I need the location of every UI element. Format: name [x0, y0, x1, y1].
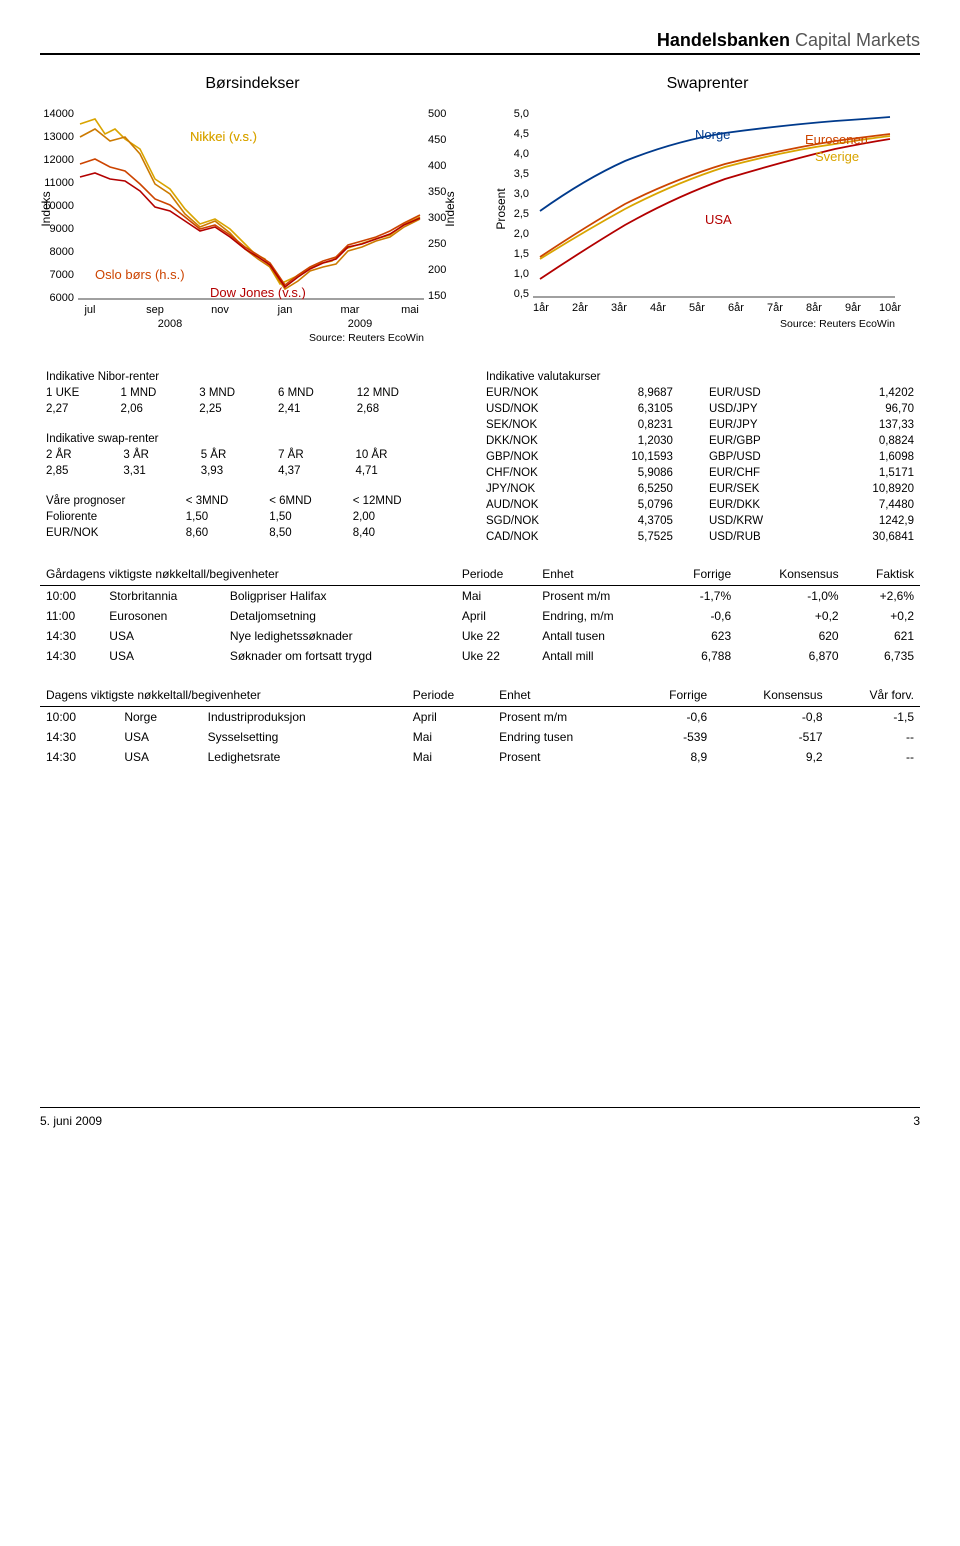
- table-row: 14:30USANye ledighetssøknaderUke 22Antal…: [40, 626, 920, 646]
- swap-table: Indikative swap-renter 2 ÅR 3 ÅR 5 ÅR 7 …: [40, 431, 440, 479]
- svg-text:Indeks: Indeks: [443, 191, 457, 226]
- svg-text:14000: 14000: [43, 108, 74, 120]
- events1-title: Gårdagens viktigste nøkkeltall/begivenhe…: [40, 563, 456, 586]
- table-row: SEK/NOK0,8231EUR/JPY137,33: [480, 417, 920, 433]
- svg-text:1,5: 1,5: [514, 248, 529, 260]
- nibor-table: Indikative Nibor-renter 1 UKE 1 MND 3 MN…: [40, 369, 440, 417]
- table-row: DKK/NOK1,2030EUR/GBP0,8824: [480, 433, 920, 449]
- svg-text:1år: 1år: [533, 302, 549, 314]
- svg-text:Source: Reuters EcoWin: Source: Reuters EcoWin: [309, 332, 424, 344]
- svg-text:250: 250: [428, 238, 446, 250]
- table-row: CAD/NOK5,7525USD/RUB30,6841: [480, 529, 920, 545]
- svg-text:Norge: Norge: [695, 127, 730, 142]
- svg-text:13000: 13000: [43, 131, 74, 143]
- svg-text:2år: 2år: [572, 302, 588, 314]
- svg-text:8000: 8000: [50, 246, 74, 258]
- svg-text:4,0: 4,0: [514, 148, 529, 160]
- svg-text:9000: 9000: [50, 223, 74, 235]
- svg-text:6000: 6000: [50, 292, 74, 304]
- svg-text:400: 400: [428, 160, 446, 172]
- prognoser-title: Våre prognoser: [40, 493, 180, 509]
- nibor-title: Indikative Nibor-renter: [40, 369, 440, 385]
- svg-text:9år: 9år: [845, 302, 861, 314]
- svg-text:Indeks: Indeks: [40, 191, 53, 226]
- svg-text:Dow Jones (v.s.): Dow Jones (v.s.): [210, 285, 306, 300]
- chart2-title: Swaprenter: [495, 75, 920, 93]
- valuta-table: Indikative valutakurser EUR/NOK8,9687EUR…: [480, 369, 920, 545]
- svg-text:4år: 4år: [650, 302, 666, 314]
- svg-text:Oslo børs (h.s.): Oslo børs (h.s.): [95, 267, 185, 282]
- events2-title: Dagens viktigste nøkkeltall/begivenheter: [40, 684, 407, 707]
- chart1-svg: 14000 13000 12000 11000 10000 9000 8000 …: [40, 99, 460, 349]
- svg-text:450: 450: [428, 134, 446, 146]
- svg-text:11000: 11000: [44, 177, 74, 189]
- table-row: USD/NOK6,3105USD/JPY96,70: [480, 401, 920, 417]
- svg-text:500: 500: [428, 108, 446, 120]
- events-yesterday-table: Gårdagens viktigste nøkkeltall/begivenhe…: [40, 563, 920, 666]
- chart1-title: Børsindekser: [40, 75, 465, 93]
- svg-text:5år: 5år: [689, 302, 705, 314]
- svg-text:3år: 3år: [611, 302, 627, 314]
- page-footer: 5. juni 2009 3: [40, 1107, 920, 1128]
- prognoser-table: Våre prognoser < 3MND < 6MND < 12MND Fol…: [40, 493, 440, 541]
- svg-text:3,0: 3,0: [514, 188, 529, 200]
- svg-text:Nikkei (v.s.): Nikkei (v.s.): [190, 129, 257, 144]
- table-row: GBP/NOK10,1593GBP/USD1,6098: [480, 449, 920, 465]
- valuta-title: Indikative valutakurser: [480, 369, 920, 385]
- svg-text:2009: 2009: [348, 318, 372, 330]
- svg-text:jul: jul: [83, 304, 95, 316]
- footer-date: 5. juni 2009: [40, 1114, 102, 1128]
- svg-text:Eurosonen: Eurosonen: [805, 132, 868, 147]
- events-today-table: Dagens viktigste nøkkeltall/begivenheter…: [40, 684, 920, 767]
- svg-text:0,5: 0,5: [514, 288, 529, 300]
- table-row: 11:00EurosonenDetaljomsetningAprilEndrin…: [40, 606, 920, 626]
- svg-text:mai: mai: [401, 304, 419, 316]
- svg-text:Source: Reuters EcoWin: Source: Reuters EcoWin: [780, 318, 895, 330]
- brand-logo: Handelsbanken Capital Markets: [40, 30, 920, 51]
- svg-text:nov: nov: [211, 304, 229, 316]
- chart2-svg: 5,0 4,5 4,0 3,5 3,0 2,5 2,0 1,5 1,0 0,5 …: [495, 99, 915, 349]
- svg-text:1,0: 1,0: [514, 268, 529, 280]
- table-row: 10:00StorbritanniaBoligpriser HalifaxMai…: [40, 586, 920, 607]
- table-row: SGD/NOK4,3705USD/KRW1242,9: [480, 513, 920, 529]
- chart-borsindekser: Børsindekser 14000 13000 12000 11000 100…: [40, 75, 465, 349]
- header-bar: Handelsbanken Capital Markets: [40, 30, 920, 55]
- swap-title: Indikative swap-renter: [40, 431, 440, 447]
- svg-text:6år: 6år: [728, 302, 744, 314]
- svg-text:3,5: 3,5: [514, 168, 529, 180]
- svg-text:8år: 8år: [806, 302, 822, 314]
- svg-text:2,0: 2,0: [514, 228, 529, 240]
- footer-page: 3: [913, 1114, 920, 1128]
- svg-text:4,5: 4,5: [514, 128, 529, 140]
- table-row: CHF/NOK5,9086EUR/CHF1,5171: [480, 465, 920, 481]
- svg-text:mar: mar: [341, 304, 360, 316]
- table-row: EUR/NOK8,9687EUR/USD1,4202: [480, 385, 920, 401]
- brand-light: Capital Markets: [790, 30, 920, 50]
- svg-text:2,5: 2,5: [514, 208, 529, 220]
- svg-text:Sverige: Sverige: [815, 149, 859, 164]
- table-row: 14:30USASysselsettingMaiEndring tusen-53…: [40, 727, 920, 747]
- svg-text:200: 200: [428, 264, 446, 276]
- svg-text:Prosent: Prosent: [495, 188, 508, 230]
- chart-swaprenter: Swaprenter 5,0 4,5 4,0 3,5 3,0 2,5 2,0 1…: [495, 75, 920, 349]
- table-row: 14:30USASøknader om fortsatt trygdUke 22…: [40, 646, 920, 666]
- svg-text:5,0: 5,0: [514, 108, 529, 120]
- svg-text:150: 150: [428, 290, 446, 302]
- table-row: AUD/NOK5,0796EUR/DKK7,4480: [480, 497, 920, 513]
- svg-text:sep: sep: [146, 304, 164, 316]
- svg-text:10år: 10år: [879, 302, 901, 314]
- svg-text:7000: 7000: [50, 269, 74, 281]
- table-row: JPY/NOK6,5250EUR/SEK10,8920: [480, 481, 920, 497]
- table-row: 14:30USALedighetsrateMaiProsent8,99,2--: [40, 747, 920, 767]
- svg-text:12000: 12000: [43, 154, 74, 166]
- brand-bold: Handelsbanken: [657, 30, 790, 50]
- svg-text:2008: 2008: [158, 318, 182, 330]
- svg-text:7år: 7år: [767, 302, 783, 314]
- table-row: 10:00NorgeIndustriproduksjonAprilProsent…: [40, 707, 920, 728]
- svg-text:USA: USA: [705, 212, 732, 227]
- svg-text:jan: jan: [277, 304, 293, 316]
